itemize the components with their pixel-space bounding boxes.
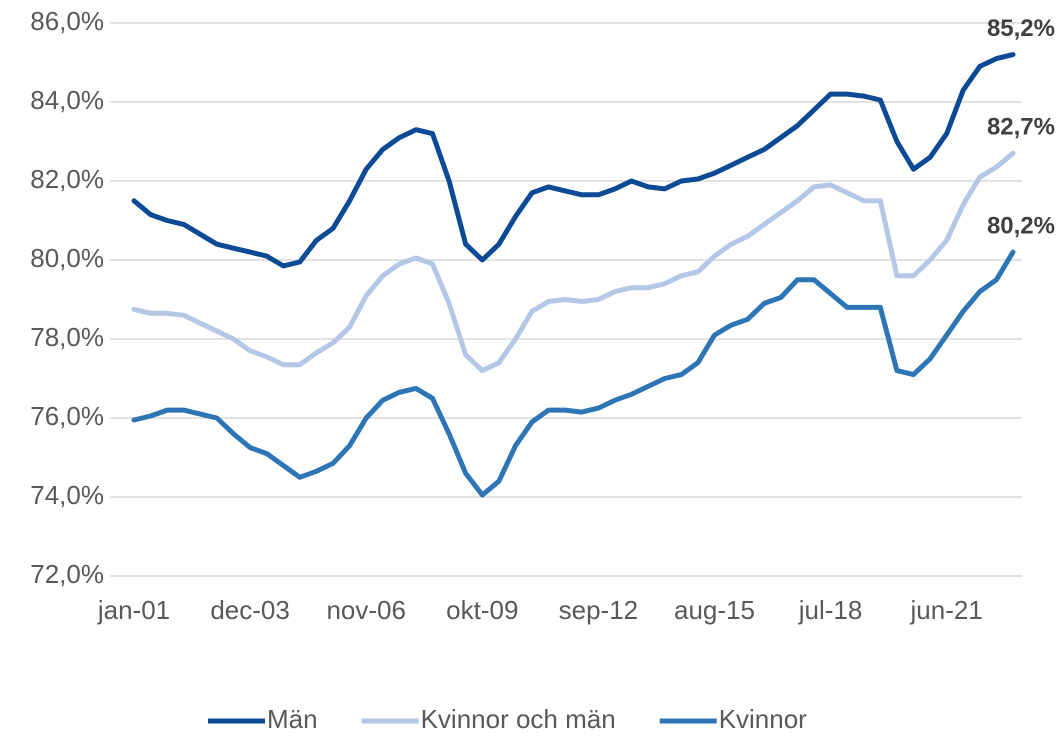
- x-tick-label: jun-21: [910, 595, 983, 625]
- legend-label: Kvinnor och män: [421, 704, 616, 734]
- x-tick-label: sep-12: [559, 595, 639, 625]
- legend-label: Män: [267, 704, 318, 734]
- y-tick-label: 76,0%: [30, 401, 104, 431]
- y-tick-label: 84,0%: [30, 85, 104, 115]
- x-tick-label: nov-06: [326, 595, 406, 625]
- y-tick-label: 86,0%: [30, 6, 104, 36]
- y-tick-label: 72,0%: [30, 559, 104, 589]
- y-tick-label: 80,0%: [30, 243, 104, 273]
- legend-label: Kvinnor: [719, 704, 807, 734]
- series-line: [131, 249, 1016, 498]
- y-tick-label: 82,0%: [30, 164, 104, 194]
- series-line: [131, 150, 1016, 374]
- x-tick-label: aug-15: [674, 595, 755, 625]
- end-label: 85,2%: [987, 15, 1055, 42]
- x-tick-label: jul-18: [798, 595, 863, 625]
- x-tick-label: jan-01: [97, 595, 170, 625]
- end-label: 80,2%: [987, 212, 1055, 239]
- end-label: 82,7%: [987, 114, 1055, 141]
- y-tick-label: 78,0%: [30, 322, 104, 352]
- x-tick-label: dec-03: [210, 595, 290, 625]
- series-line: [131, 52, 1016, 269]
- y-tick-label: 74,0%: [30, 480, 104, 510]
- x-tick-label: okt-09: [446, 595, 518, 625]
